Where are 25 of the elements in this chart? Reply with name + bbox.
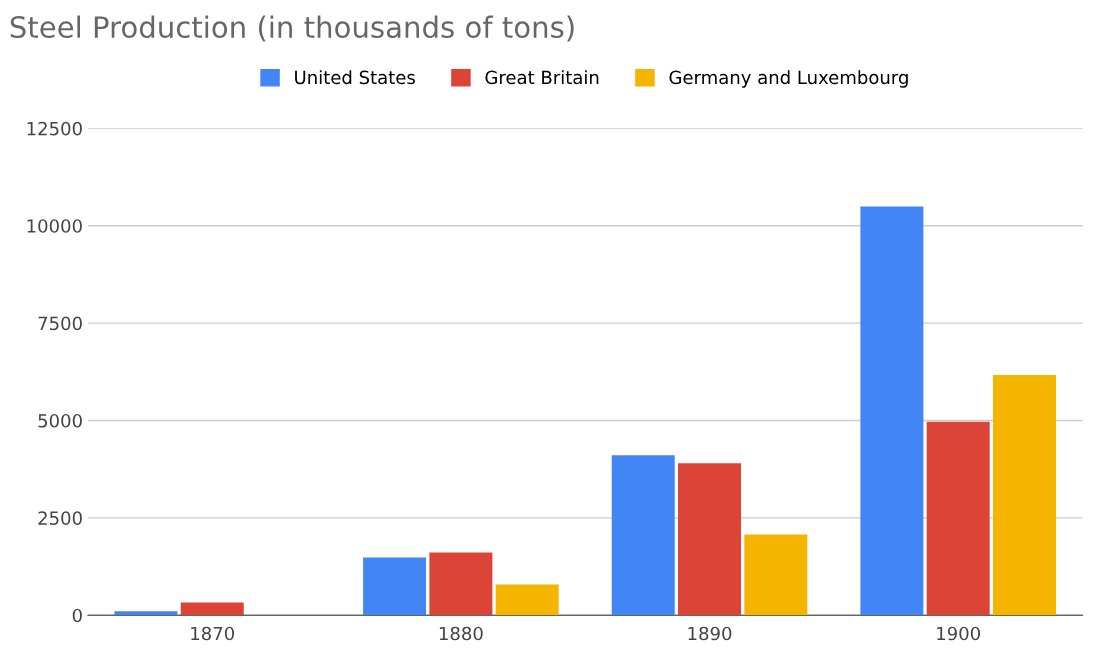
x-tick-label: 1900 (937, 626, 980, 641)
y-tick-label: 0 (72, 608, 82, 623)
x-tick-label: 1880 (439, 626, 483, 641)
bar (993, 374, 1056, 616)
chart-title: Steel Production (in thousands of tons) (10, 15, 574, 42)
bar (744, 534, 808, 616)
bar (114, 611, 178, 616)
legend-label: Great Britain (485, 70, 599, 85)
x-tick-label: 1870 (191, 626, 235, 641)
y-tick-label: 2500 (38, 511, 82, 525)
bar (429, 552, 493, 616)
y-tick-label: 10000 (27, 219, 82, 233)
bar (860, 206, 924, 616)
legend-label: United States (295, 70, 415, 85)
x-tick-label: 1890 (688, 626, 732, 641)
bar (180, 602, 244, 616)
bar (363, 557, 427, 616)
y-tick-label: 12500 (27, 121, 82, 136)
bar (678, 463, 742, 616)
y-tick-label: 5000 (38, 413, 82, 428)
bar (926, 421, 990, 616)
y-tick-label: 7500 (38, 316, 82, 331)
bar (611, 455, 675, 616)
bar (495, 584, 559, 616)
legend-label: Germany and Luxembourg (669, 70, 908, 88)
